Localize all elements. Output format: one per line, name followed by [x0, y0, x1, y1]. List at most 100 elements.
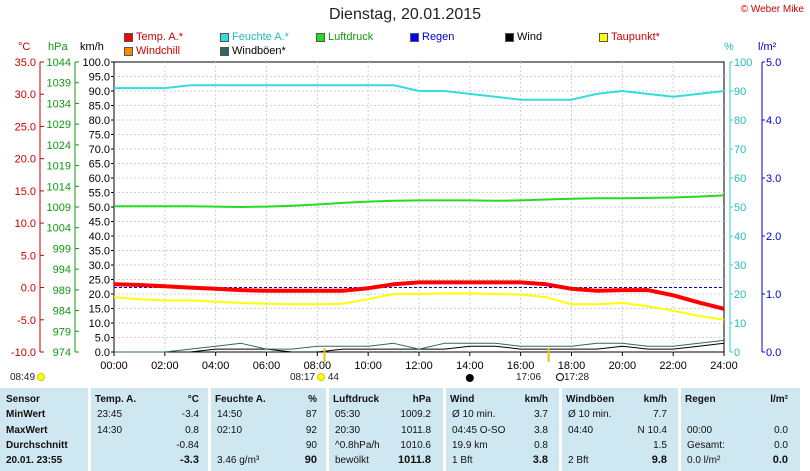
sunrise-icon: [317, 373, 326, 382]
humidity-tick-label: 80: [734, 115, 746, 127]
column-separator: [326, 388, 329, 471]
wind-tick-label: 15.0: [89, 304, 110, 316]
wind-tick-label: 20.0: [89, 289, 110, 301]
legend-swatch: [599, 32, 608, 42]
table-cell-value: 9.8: [651, 454, 667, 466]
table-column-header: Regen: [685, 394, 716, 405]
temp-tick-label: -10.0: [11, 347, 36, 359]
legend-item: Luftdruck: [316, 31, 373, 43]
time-tick-label: 02:00: [151, 360, 179, 372]
legend-swatch: [410, 32, 419, 42]
table-cell-label: 04:45 O-SO: [452, 425, 506, 436]
pressure-tick-label: 989: [53, 285, 71, 297]
column-separator: [208, 388, 211, 471]
pressure-tick-label: 999: [53, 243, 71, 255]
table-column-unit: %: [308, 394, 317, 405]
temp-tick-label: 10.0: [15, 218, 36, 230]
wind-tick-label: 0.0: [95, 347, 110, 359]
wind-tick-label: 55.0: [89, 188, 110, 200]
legend-swatch: [220, 46, 229, 56]
table-cell-label: Ø 10 min.: [568, 409, 612, 420]
legend-swatch: [220, 32, 229, 42]
wind-tick-label: 90.0: [89, 86, 110, 98]
table-column-header: Feuchte A.: [215, 394, 266, 405]
time-tick-label: 24:00: [710, 360, 738, 372]
rain-tick-label: 4.0: [766, 115, 781, 127]
table-column-header: Windböen: [566, 394, 615, 405]
humidity-tick-label: 40: [734, 231, 746, 243]
table-column-header: Temp. A.: [95, 394, 137, 405]
humidity-tick-label: 100: [734, 57, 752, 69]
table-cell-label: ^0.8hPa/h: [335, 440, 380, 451]
column-separator: [678, 388, 681, 471]
table-cell-label: 00:00: [687, 425, 713, 436]
time-tick-label: 16:00: [507, 360, 535, 372]
time-tick-label: 20:00: [609, 360, 637, 372]
legend-label: Taupunkt*: [611, 31, 660, 43]
table-cell-value: 7.7: [653, 409, 667, 420]
moon-phase-icon: [465, 374, 474, 382]
pressure-tick-label: 984: [53, 306, 71, 318]
legend-item: Windchill: [124, 45, 180, 57]
pressure-tick-label: 1039: [47, 78, 71, 90]
pressure-tick-label: 1009: [47, 202, 71, 214]
table-cell-value: 3.7: [534, 409, 548, 420]
table-cell-label: 14:30: [97, 425, 123, 436]
time-tick-label: 06:00: [253, 360, 281, 372]
time-tick-label: 14:00: [456, 360, 484, 372]
wind-tick-label: 80.0: [89, 115, 110, 127]
table-cell-label: 20:30: [335, 425, 361, 436]
series-line: [113, 280, 725, 311]
wind-tick-label: 30.0: [89, 260, 110, 272]
column-separator: [88, 388, 91, 471]
rain-tick-label: 1.0: [766, 289, 781, 301]
series-line: [113, 292, 725, 321]
wind-tick-label: 35.0: [89, 246, 110, 258]
table-column-unit: °C: [187, 394, 199, 405]
legend-label: Temp. A.*: [136, 31, 184, 43]
sensor-row-label: Durchschnitt: [6, 440, 68, 451]
table-column-header: Luftdruck: [333, 394, 380, 405]
legend-item: Windböen*: [220, 45, 286, 57]
table-cell-value: 0.0: [774, 425, 788, 436]
wind-tick-label: 40.0: [89, 231, 110, 243]
humidity-tick-label: 60: [734, 173, 746, 185]
table-cell-value: 1009.2: [400, 409, 431, 420]
temp-tick-label: 25.0: [15, 121, 36, 133]
pressure-tick-label: 979: [53, 326, 71, 338]
wind-tick-label: 100.0: [82, 57, 110, 69]
table-cell-value: 90: [304, 454, 317, 466]
table-cell-label: 23:45: [97, 409, 123, 420]
table-cell-value: 92: [305, 425, 317, 436]
legend-swatch: [316, 32, 325, 42]
table-cell-value: -3.3: [180, 454, 199, 466]
temp-tick-label: 35.0: [15, 57, 36, 69]
table-cell-value: N 10.4: [637, 425, 667, 436]
pressure-tick-label: 1034: [47, 98, 71, 110]
legend-item: Taupunkt*: [599, 31, 660, 43]
table-cell-value: 0.8: [185, 425, 199, 436]
pressure-tick-label: 1044: [47, 57, 71, 69]
wind-tick-label: 65.0: [89, 159, 110, 171]
table-cell-label: Gesamt:: [687, 440, 725, 451]
wind-tick-label: 10.0: [89, 318, 110, 330]
legend-swatch: [124, 46, 133, 56]
wind-tick-label: 70.0: [89, 144, 110, 156]
table-cell-label: Ø 10 min.: [452, 409, 496, 420]
legend-label: Regen: [422, 31, 455, 43]
humidity-tick-label: 10: [734, 318, 746, 330]
legend-swatch: [505, 32, 514, 42]
pressure-tick-label: 1004: [47, 223, 71, 235]
table-column-header: Wind: [450, 394, 475, 405]
sensor-row-label: MaxWert: [6, 425, 48, 436]
summary-table: Sensor MinWert MaxWert Durchschnitt 20.01. 2…: [0, 388, 800, 471]
table-cell-label: 1 Bft: [452, 455, 473, 466]
temp-tick-label: 30.0: [15, 89, 36, 101]
humidity-unit: %: [724, 41, 734, 53]
table-cell-label: 2 Bft: [568, 455, 589, 466]
legend-label: Feuchte A.*: [232, 31, 289, 43]
table-cell-value: 0.0: [772, 454, 788, 466]
table-cell-value: -3.4: [181, 409, 199, 420]
wind-tick-label: 25.0: [89, 275, 110, 287]
table-cell-value: 90: [305, 440, 317, 451]
